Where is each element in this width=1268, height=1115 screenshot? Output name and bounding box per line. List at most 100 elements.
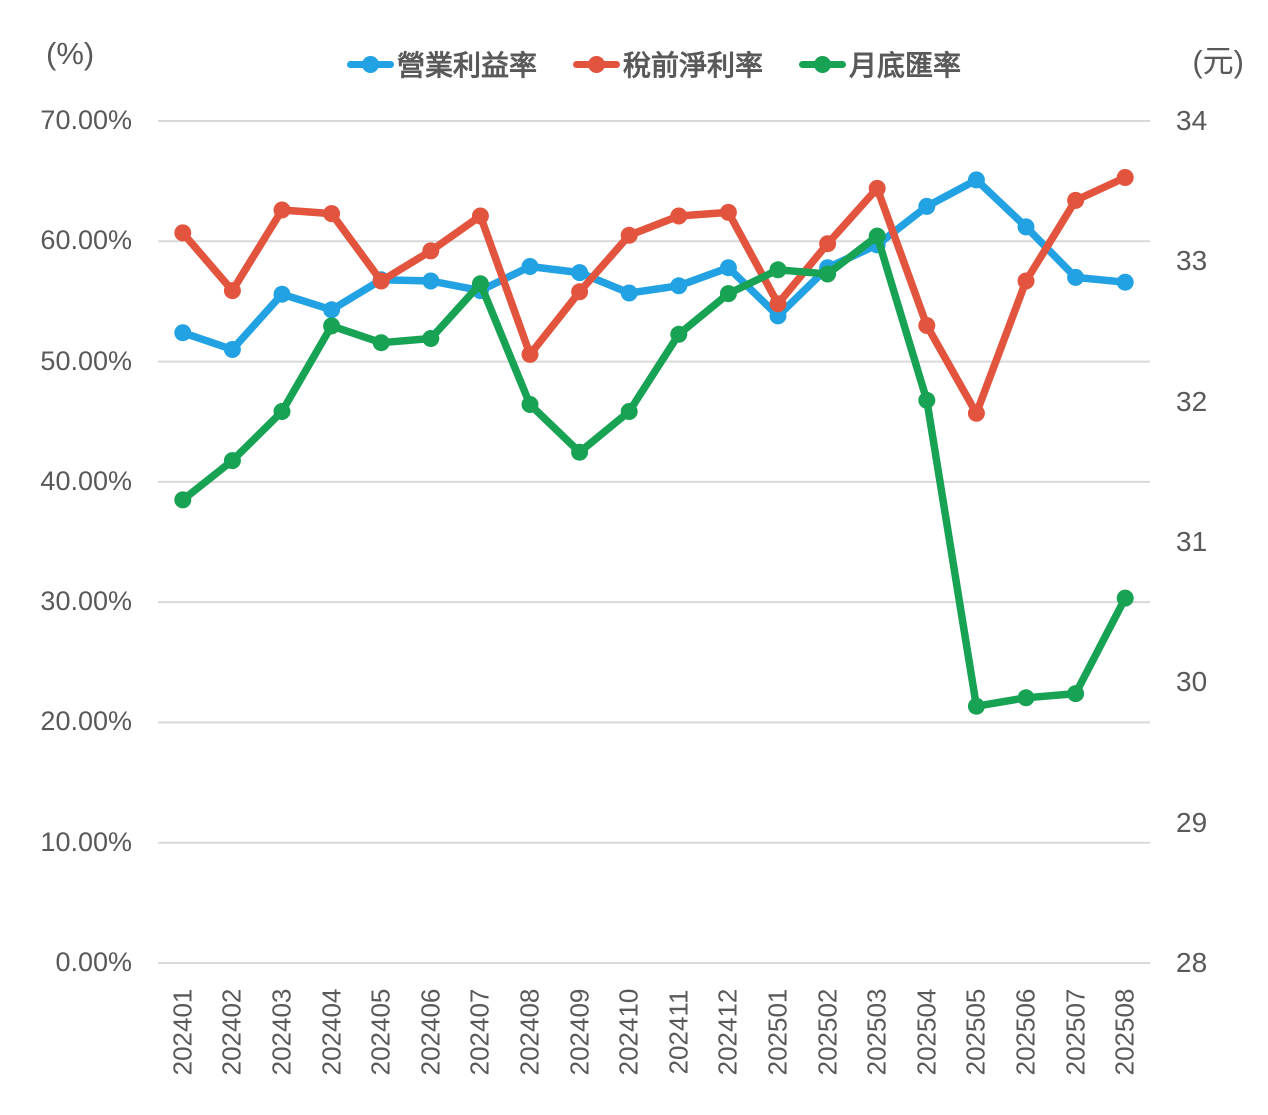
data-point-月底匯率-202506: [1017, 689, 1035, 707]
x-axis-tick-202406: 202406: [415, 988, 446, 1076]
data-point-稅前淨利率-202406: [422, 242, 440, 260]
x-axis-tick-202508: 202508: [1109, 988, 1140, 1076]
right-axis-tick-32: 32: [1176, 385, 1208, 417]
data-point-營業利益率-202412: [719, 259, 737, 277]
data-point-稅前淨利率-202411: [670, 207, 688, 225]
x-axis-tick-202505: 202505: [960, 988, 991, 1076]
data-point-月底匯率-202403: [273, 403, 291, 420]
x-axis-tick-202404: 202404: [316, 988, 347, 1076]
data-point-月底匯率-202410: [620, 403, 638, 420]
data-point-月底匯率-202407: [471, 275, 489, 293]
right-axis-unit-label: (元): [1192, 44, 1244, 79]
data-point-稅前淨利率-202410: [620, 226, 638, 244]
data-point-月底匯率-202405: [372, 334, 390, 352]
data-point-營業利益率-202411: [670, 277, 688, 295]
series-line-營業利益率: [179, 176, 1129, 354]
legend-item-營業利益率[interactable]: 營業利益率: [346, 44, 537, 84]
left-axis-tick-30.00%: 30.00%: [40, 586, 132, 617]
data-point-營業利益率-202404: [323, 301, 341, 319]
data-point-營業利益率-202508: [1116, 273, 1134, 291]
left-axis-tick-60.00%: 60.00%: [40, 225, 132, 256]
legend-label: 稅前淨利率: [622, 50, 763, 81]
x-axis-tick-202403: 202403: [266, 988, 297, 1076]
data-point-營業利益率-202501: [769, 307, 787, 325]
data-point-稅前淨利率-202403: [273, 201, 291, 219]
data-point-營業利益率-202401: [174, 324, 192, 342]
legend-item-稅前淨利率[interactable]: 稅前淨利率: [572, 44, 763, 84]
data-point-營業利益率-202410: [620, 284, 638, 302]
data-point-稅前淨利率-202409: [571, 283, 589, 301]
data-point-稅前淨利率-202405: [372, 272, 390, 290]
x-axis-tick-202501: 202501: [762, 988, 793, 1076]
data-point-月底匯率-202503: [868, 227, 886, 245]
series-line-月底匯率: [179, 232, 1129, 710]
legend: 營業利益率 稅前淨利率 月底匯率: [158, 44, 1150, 84]
right-axis-tick-29: 29: [1176, 806, 1208, 838]
x-axis-tick-202402: 202402: [216, 988, 247, 1076]
data-point-月底匯率-202401: [174, 491, 192, 509]
data-point-營業利益率-202403: [273, 285, 291, 303]
legend-line-dot-icon: [346, 55, 394, 73]
data-point-月底匯率-202408: [521, 396, 539, 413]
data-point-營業利益率-202505: [967, 171, 985, 189]
data-point-月底匯率-202508: [1116, 589, 1134, 607]
data-point-月底匯率-202404: [323, 317, 341, 335]
left-axis-unit-label: (%): [46, 36, 95, 71]
x-axis-tick-202504: 202504: [911, 988, 942, 1076]
data-point-稅前淨利率-202407: [471, 207, 489, 225]
x-axis-tick-202410: 202410: [613, 988, 644, 1076]
right-axis-tick-31: 31: [1176, 526, 1208, 557]
right-axis-tick-28: 28: [1176, 947, 1208, 978]
data-point-稅前淨利率-202501: [769, 295, 787, 313]
data-point-月底匯率-202402: [223, 452, 241, 470]
data-point-稅前淨利率-202412: [719, 203, 737, 221]
data-point-月底匯率-202505: [967, 697, 985, 715]
data-point-稅前淨利率-202505: [967, 404, 985, 422]
data-point-稅前淨利率-202504: [918, 317, 936, 334]
data-point-月底匯率-202409: [571, 443, 589, 461]
data-point-月底匯率-202411: [670, 325, 688, 343]
legend-line-dot-icon: [572, 55, 620, 73]
data-point-月底匯率-202412: [719, 285, 737, 303]
data-point-稅前淨利率-202508: [1116, 169, 1134, 186]
data-point-稅前淨利率-202503: [868, 179, 886, 197]
data-point-營業利益率-202406: [422, 272, 440, 290]
right-axis-tick-30: 30: [1176, 666, 1208, 698]
left-axis-tick-40.00%: 40.00%: [40, 465, 132, 496]
data-point-月底匯率-202504: [918, 391, 936, 409]
legend-label: 月底匯率: [849, 50, 962, 81]
x-axis-tick-202409: 202409: [564, 988, 595, 1076]
data-point-稅前淨利率-202404: [323, 205, 341, 223]
right-axis-tick-34: 34: [1176, 105, 1208, 136]
left-axis-tick-20.00%: 20.00%: [40, 706, 132, 737]
left-axis-tick-0.00%: 0.00%: [55, 946, 132, 977]
data-point-營業利益率-202408: [521, 258, 539, 275]
data-point-稅前淨利率-202401: [174, 224, 192, 242]
data-point-稅前淨利率-202506: [1017, 272, 1035, 290]
x-axis-tick-202502: 202502: [812, 988, 843, 1076]
x-axis-tick-202506: 202506: [1010, 988, 1041, 1076]
data-point-稅前淨利率-202502: [819, 235, 837, 253]
data-point-月底匯率-202507: [1067, 685, 1085, 703]
data-point-月底匯率-202501: [769, 261, 787, 279]
x-axis-tick-202412: 202412: [712, 988, 743, 1076]
data-point-營業利益率-202409: [571, 264, 589, 282]
left-axis-tick-50.00%: 50.00%: [40, 345, 132, 376]
data-point-稅前淨利率-202402: [223, 282, 241, 300]
x-axis-tick-202507: 202507: [1060, 988, 1091, 1076]
legend-line-dot-icon: [799, 55, 846, 73]
legend-item-月底匯率[interactable]: 月底匯率: [799, 44, 961, 84]
data-point-稅前淨利率-202507: [1067, 191, 1085, 209]
legend-label: 營業利益率: [396, 50, 537, 81]
series-line-稅前淨利率: [179, 173, 1129, 418]
data-point-營業利益率-202506: [1017, 218, 1035, 236]
x-axis-tick-202401: 202401: [167, 988, 198, 1076]
left-axis-tick-10.00%: 10.00%: [40, 826, 132, 857]
x-axis-tick-202405: 202405: [365, 988, 396, 1076]
data-point-營業利益率-202504: [918, 197, 936, 215]
x-axis-tick-202408: 202408: [514, 988, 545, 1076]
x-axis-tick-202407: 202407: [464, 988, 495, 1076]
x-axis-tick-202411: 202411: [663, 989, 694, 1075]
